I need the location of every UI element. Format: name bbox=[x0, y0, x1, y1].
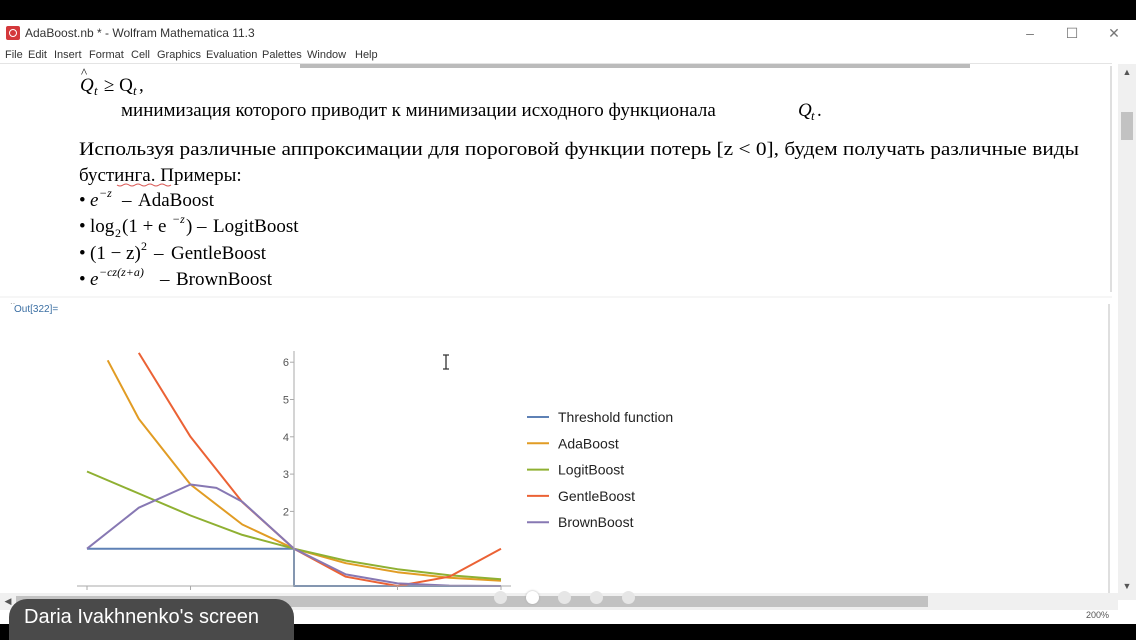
notebook-document[interactable]: Q ^ t ≥ Q t , минимизация которого приво… bbox=[0, 64, 1112, 600]
exp-base-1: e bbox=[90, 190, 98, 211]
output-label: Out[322]= bbox=[14, 304, 58, 315]
dash-3: – bbox=[153, 243, 164, 264]
minimize-button[interactable]: – bbox=[1026, 25, 1034, 41]
menu-format[interactable]: Format bbox=[89, 49, 124, 61]
zoom-level[interactable]: 200% bbox=[1086, 610, 1110, 620]
maximize-button[interactable]: ☐ bbox=[1065, 25, 1079, 41]
log-base: 2 bbox=[115, 226, 121, 240]
y-tick-label: 6 bbox=[283, 357, 289, 369]
horizontal-scroll-thumb[interactable] bbox=[16, 596, 928, 607]
vertical-scroll-thumb[interactable] bbox=[1121, 112, 1133, 140]
square-expression: (1 − z) bbox=[90, 243, 141, 264]
minimization-text: минимизация которого приводит к минимиза… bbox=[121, 100, 716, 121]
legend-label: AdaBoost bbox=[558, 435, 619, 451]
exp-sup-1: −z bbox=[99, 186, 112, 200]
example-logitboost: LogitBoost bbox=[213, 216, 299, 237]
log-text: log bbox=[90, 216, 115, 237]
window-title: AdaBoost.nb * - Wolfram Mathematica 11.3 bbox=[25, 26, 255, 40]
page-dot[interactable] bbox=[590, 591, 603, 604]
menu-palettes[interactable]: Palettes bbox=[262, 49, 302, 61]
bullet-3: • bbox=[79, 243, 86, 264]
menu-divider bbox=[0, 63, 1112, 64]
subscript-t: t bbox=[94, 83, 98, 98]
bullet-2: • bbox=[79, 216, 86, 237]
approximation-paragraph: Используя различные аппроксимации для по… bbox=[79, 139, 1079, 160]
page-dot[interactable] bbox=[494, 591, 507, 604]
vertical-scrollbar[interactable]: ▲ ▼ bbox=[1118, 64, 1136, 600]
y-tick-label: 5 bbox=[283, 395, 289, 407]
log-close-paren: ) bbox=[186, 216, 192, 237]
menu-graphics[interactable]: Graphics bbox=[157, 49, 202, 61]
exp-sup-4: −cz(z+a) bbox=[99, 265, 144, 279]
legend-label: Threshold function bbox=[558, 409, 673, 425]
scroll-left-icon[interactable]: ◀ bbox=[4, 596, 12, 606]
dash-4: – bbox=[159, 269, 170, 290]
menu-insert[interactable]: Insert bbox=[54, 49, 82, 61]
legend-label: BrownBoost bbox=[558, 514, 634, 530]
close-button[interactable]: ✕ bbox=[1108, 25, 1120, 41]
dash-2: – bbox=[196, 216, 207, 237]
series-line-brownboost bbox=[86, 483, 502, 587]
menu-help[interactable]: Help bbox=[355, 49, 378, 61]
exp-base-4: e bbox=[90, 269, 98, 290]
mathematica-window: AdaBoost.nb * - Wolfram Mathematica 11.3… bbox=[0, 20, 1136, 624]
text-cursor-icon bbox=[443, 354, 449, 370]
hat-accent: ^ bbox=[81, 65, 87, 80]
subscript-t-2: t bbox=[133, 83, 137, 98]
screen-share-owner: Daria Ivakhnenko's screen bbox=[24, 606, 260, 628]
y-tick-label: 4 bbox=[283, 432, 289, 444]
example-gentleboost: GentleBoost bbox=[171, 243, 267, 264]
menu-cell[interactable]: Cell bbox=[131, 49, 150, 61]
scroll-up-icon[interactable]: ▲ bbox=[1122, 67, 1132, 77]
title-bar: AdaBoost.nb * - Wolfram Mathematica 11.3… bbox=[0, 20, 1136, 46]
dash-1: – bbox=[121, 190, 132, 211]
inequality-rhs: ≥ Q bbox=[104, 75, 133, 96]
menu-file[interactable]: File bbox=[5, 49, 23, 61]
loss-function-plot: −2−11223456 Threshold functionAdaBoostLo… bbox=[77, 351, 673, 600]
page-dot[interactable] bbox=[558, 591, 571, 604]
series-line-gentleboost bbox=[137, 352, 502, 587]
notebook-content: Q ^ t ≥ Q t , минимизация которого приво… bbox=[0, 64, 1112, 600]
legend-label: GentleBoost bbox=[558, 488, 635, 504]
period: . bbox=[817, 100, 822, 121]
menu-evaluation[interactable]: Evaluation bbox=[206, 49, 258, 61]
subscript-t-3: t bbox=[811, 108, 815, 123]
bullet-4: • bbox=[79, 269, 86, 290]
menu-edit[interactable]: Edit bbox=[28, 49, 47, 61]
q-symbol: Q bbox=[798, 100, 812, 121]
example-adaboost: AdaBoost bbox=[138, 190, 215, 211]
legend-label: LogitBoost bbox=[558, 462, 624, 478]
inequality-comma: , bbox=[139, 75, 144, 96]
menu-window[interactable]: Window bbox=[307, 49, 347, 61]
bullet-1: • bbox=[79, 190, 86, 211]
page-dot[interactable] bbox=[622, 591, 635, 604]
cell-insertion-marker: ‥ bbox=[10, 297, 15, 306]
screen-share-banner: Daria Ivakhnenko's screen bbox=[9, 599, 294, 640]
menu-bar: File Edit Insert Format Cell Graphics Ev… bbox=[0, 46, 1136, 64]
example-brownboost: BrownBoost bbox=[176, 269, 273, 290]
square-sup: 2 bbox=[141, 239, 147, 253]
scroll-down-icon[interactable]: ▼ bbox=[1122, 581, 1132, 591]
spellcheck-underline bbox=[116, 183, 172, 187]
log-argument: (1 + e bbox=[122, 216, 166, 237]
screen-share-page-indicator bbox=[494, 591, 644, 605]
paragraph-continuation: бустинга. Примеры: bbox=[79, 165, 242, 186]
clipped-text-line bbox=[300, 64, 970, 68]
y-tick-label: 3 bbox=[283, 469, 289, 481]
page-dot-active[interactable] bbox=[526, 591, 539, 604]
q-hat-symbol: Q bbox=[80, 75, 94, 96]
y-tick-label: 2 bbox=[283, 506, 289, 518]
mathematica-logo-icon bbox=[6, 26, 20, 40]
exp-sup-2: −z bbox=[172, 212, 185, 226]
